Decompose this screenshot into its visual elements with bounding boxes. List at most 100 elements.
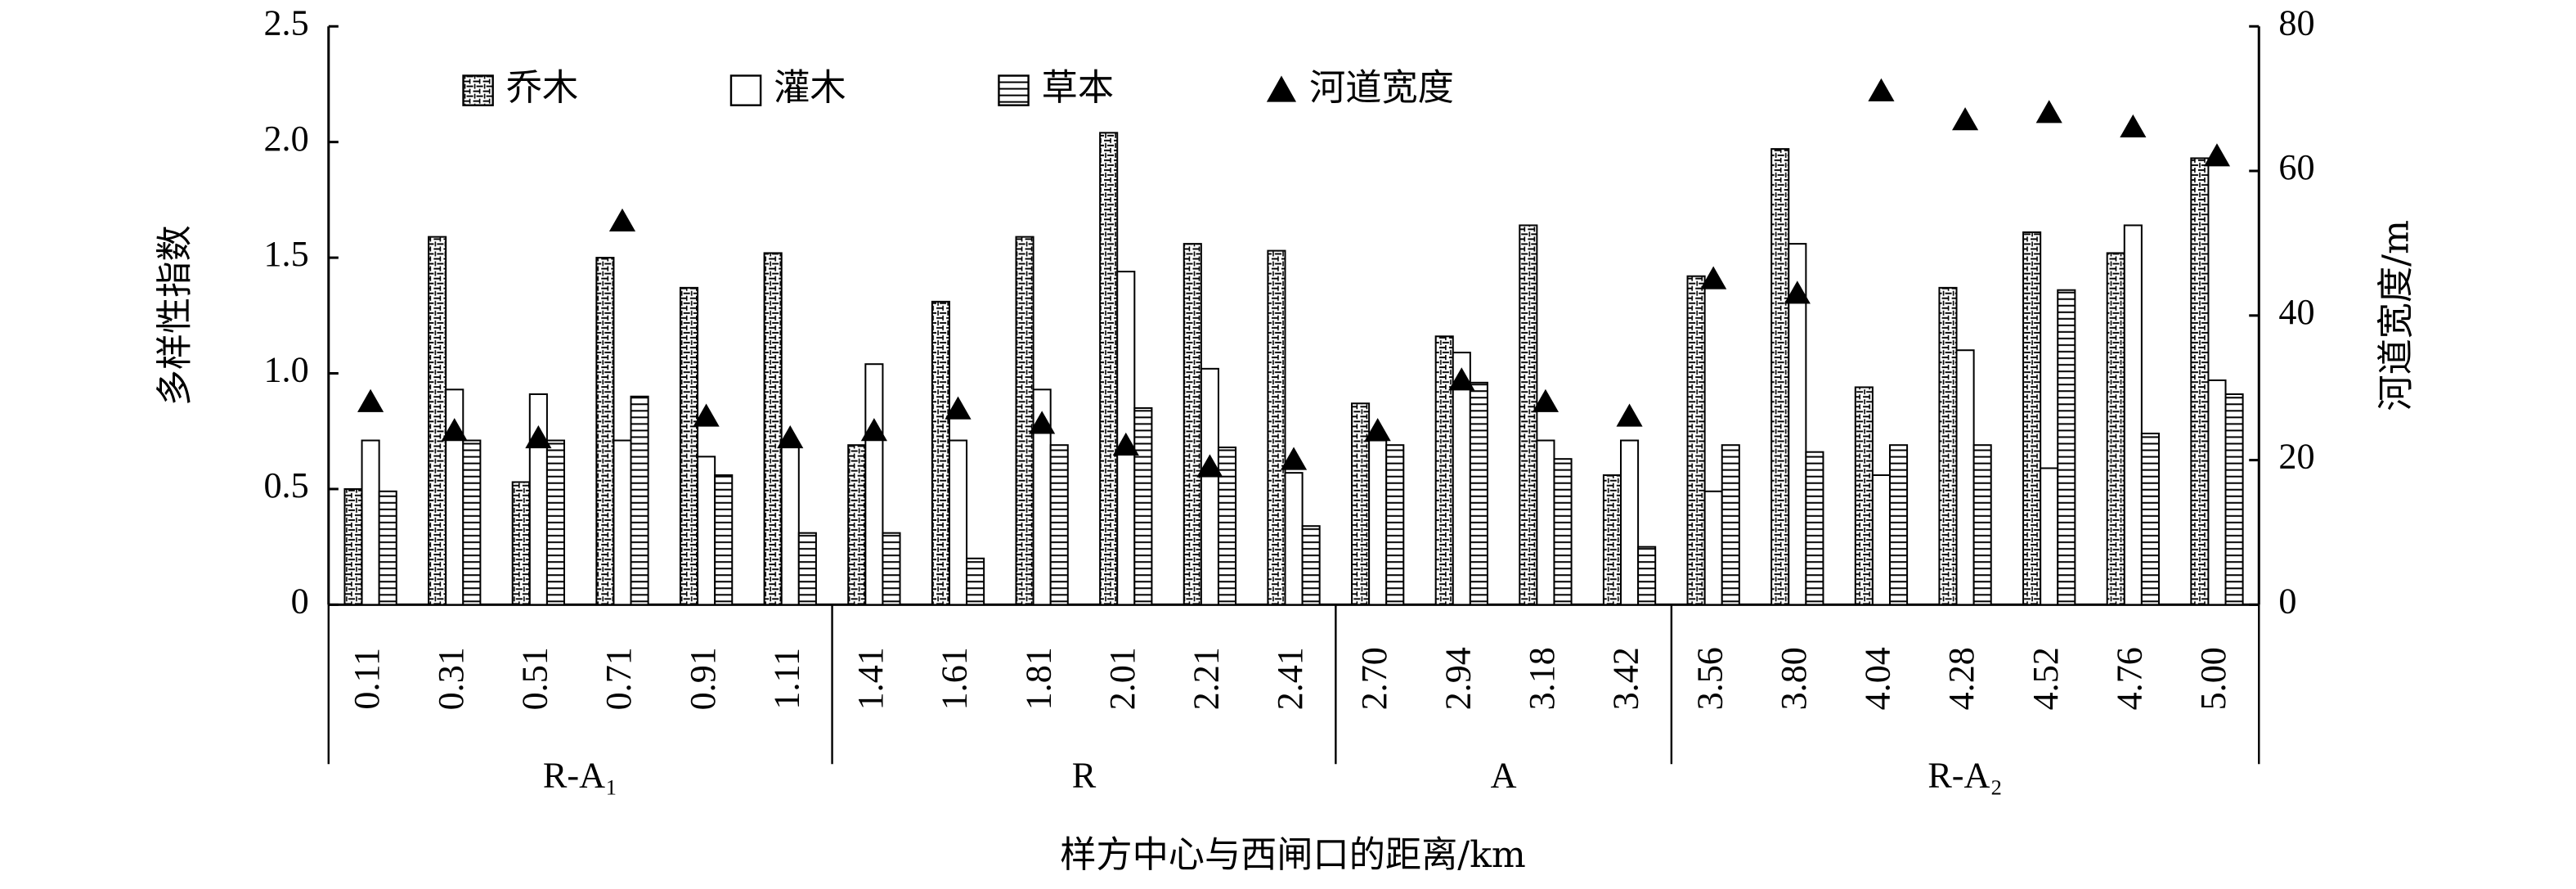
width-marker <box>1448 367 1475 391</box>
bar <box>1553 458 1573 606</box>
bar <box>1284 472 1304 606</box>
bar <box>1217 447 1237 606</box>
width-marker <box>693 403 720 427</box>
legend-label: 灌木 <box>774 67 846 109</box>
group-label: A <box>1491 755 1517 795</box>
bar <box>847 444 867 606</box>
width-marker <box>777 424 804 449</box>
bar <box>2207 379 2227 606</box>
bar <box>763 252 783 606</box>
y2-tick-label: 20 <box>2278 437 2314 477</box>
bar <box>948 439 968 606</box>
width-marker <box>1868 78 1895 101</box>
bar <box>780 442 800 606</box>
bar <box>2106 252 2125 606</box>
bar <box>697 456 716 606</box>
x-tick-label: 2.70 <box>1354 647 1394 710</box>
bar <box>1770 148 1790 606</box>
bar <box>714 474 734 606</box>
bar <box>462 439 482 606</box>
y-tick-label: 2.0 <box>263 119 308 159</box>
bar <box>966 557 985 606</box>
bar <box>595 257 615 606</box>
bar <box>545 439 566 606</box>
bar <box>679 286 699 606</box>
bar <box>1183 243 1202 606</box>
bar <box>378 490 397 606</box>
x-tick-label: 0.11 <box>347 648 387 710</box>
group-label: R-A₁ <box>543 755 618 795</box>
legend-swatch <box>998 74 1030 106</box>
bar <box>2140 433 2160 606</box>
y2-tick-label: 0 <box>2278 581 2296 622</box>
width-marker <box>1112 432 1139 456</box>
x-tick-label: 3.42 <box>1606 647 1646 710</box>
bar <box>1620 439 1640 606</box>
bar <box>1686 275 1706 606</box>
bar <box>1805 451 1824 606</box>
bar <box>1301 525 1321 606</box>
bar <box>1351 402 1371 606</box>
x-tick-label: 3.18 <box>1522 647 1562 710</box>
y2-tick-label: 60 <box>2278 147 2314 187</box>
width-marker <box>608 208 636 231</box>
x-tick-label: 2.41 <box>1270 647 1310 710</box>
width-marker <box>1196 454 1223 478</box>
y-tick-label: 0.5 <box>263 465 308 505</box>
legend-marker <box>1266 75 1297 102</box>
bar <box>1721 444 1740 606</box>
width-marker <box>441 418 468 442</box>
bar <box>630 395 649 606</box>
bar <box>511 481 531 606</box>
width-marker <box>1029 411 1056 434</box>
width-marker <box>860 418 887 442</box>
bar <box>931 300 950 606</box>
x-tick-label: 0.71 <box>599 647 639 710</box>
y2-tick-label: 40 <box>2278 292 2314 332</box>
x-tick-label: 2.01 <box>1102 647 1142 710</box>
width-marker <box>1532 388 1559 412</box>
bar <box>1972 444 1992 606</box>
bar <box>1871 474 1891 606</box>
bar <box>343 487 363 606</box>
legend-label: 乔木 <box>506 67 578 109</box>
bar <box>1854 386 1874 606</box>
x-axis-title: 样方中心与西闸口的距离/km <box>1060 834 1526 876</box>
bar <box>2190 157 2210 606</box>
x-tick-label: 0.91 <box>683 647 723 710</box>
bar <box>864 363 884 606</box>
x-tick-label: 4.04 <box>1858 647 1898 710</box>
x-tick-label: 5.00 <box>2193 647 2233 710</box>
x-tick-label: 1.81 <box>1018 647 1058 710</box>
x-tick-label: 3.80 <box>1774 647 1814 710</box>
bar <box>1385 444 1405 606</box>
width-marker <box>1952 107 1979 131</box>
bar <box>1099 132 1119 606</box>
width-marker <box>525 424 552 449</box>
x-tick-label: 1.61 <box>935 647 975 710</box>
bar <box>2057 289 2076 606</box>
bar <box>2022 231 2042 606</box>
bar <box>1703 490 1723 606</box>
x-tick-label: 1.41 <box>850 647 891 710</box>
legend-swatch <box>729 74 762 106</box>
bar <box>1200 367 1219 606</box>
bar <box>1049 444 1069 606</box>
y-tick-label: 1.0 <box>263 350 308 390</box>
bar <box>1368 439 1388 606</box>
width-marker <box>2120 114 2147 138</box>
group-label: R <box>1072 755 1097 795</box>
bar <box>1015 236 1034 606</box>
bar <box>2040 467 2059 606</box>
width-marker <box>1616 403 1643 427</box>
bar <box>1637 546 1657 606</box>
x-tick-label: 2.94 <box>1438 647 1478 710</box>
legend-label: 草本 <box>1042 67 1114 109</box>
legend-label: 河道宽度 <box>1309 67 1454 109</box>
legend-swatch <box>462 74 494 106</box>
x-tick-label: 0.51 <box>515 647 555 710</box>
group-label: R-A₂ <box>1928 755 2003 795</box>
x-tick-label: 4.76 <box>2109 647 2149 710</box>
